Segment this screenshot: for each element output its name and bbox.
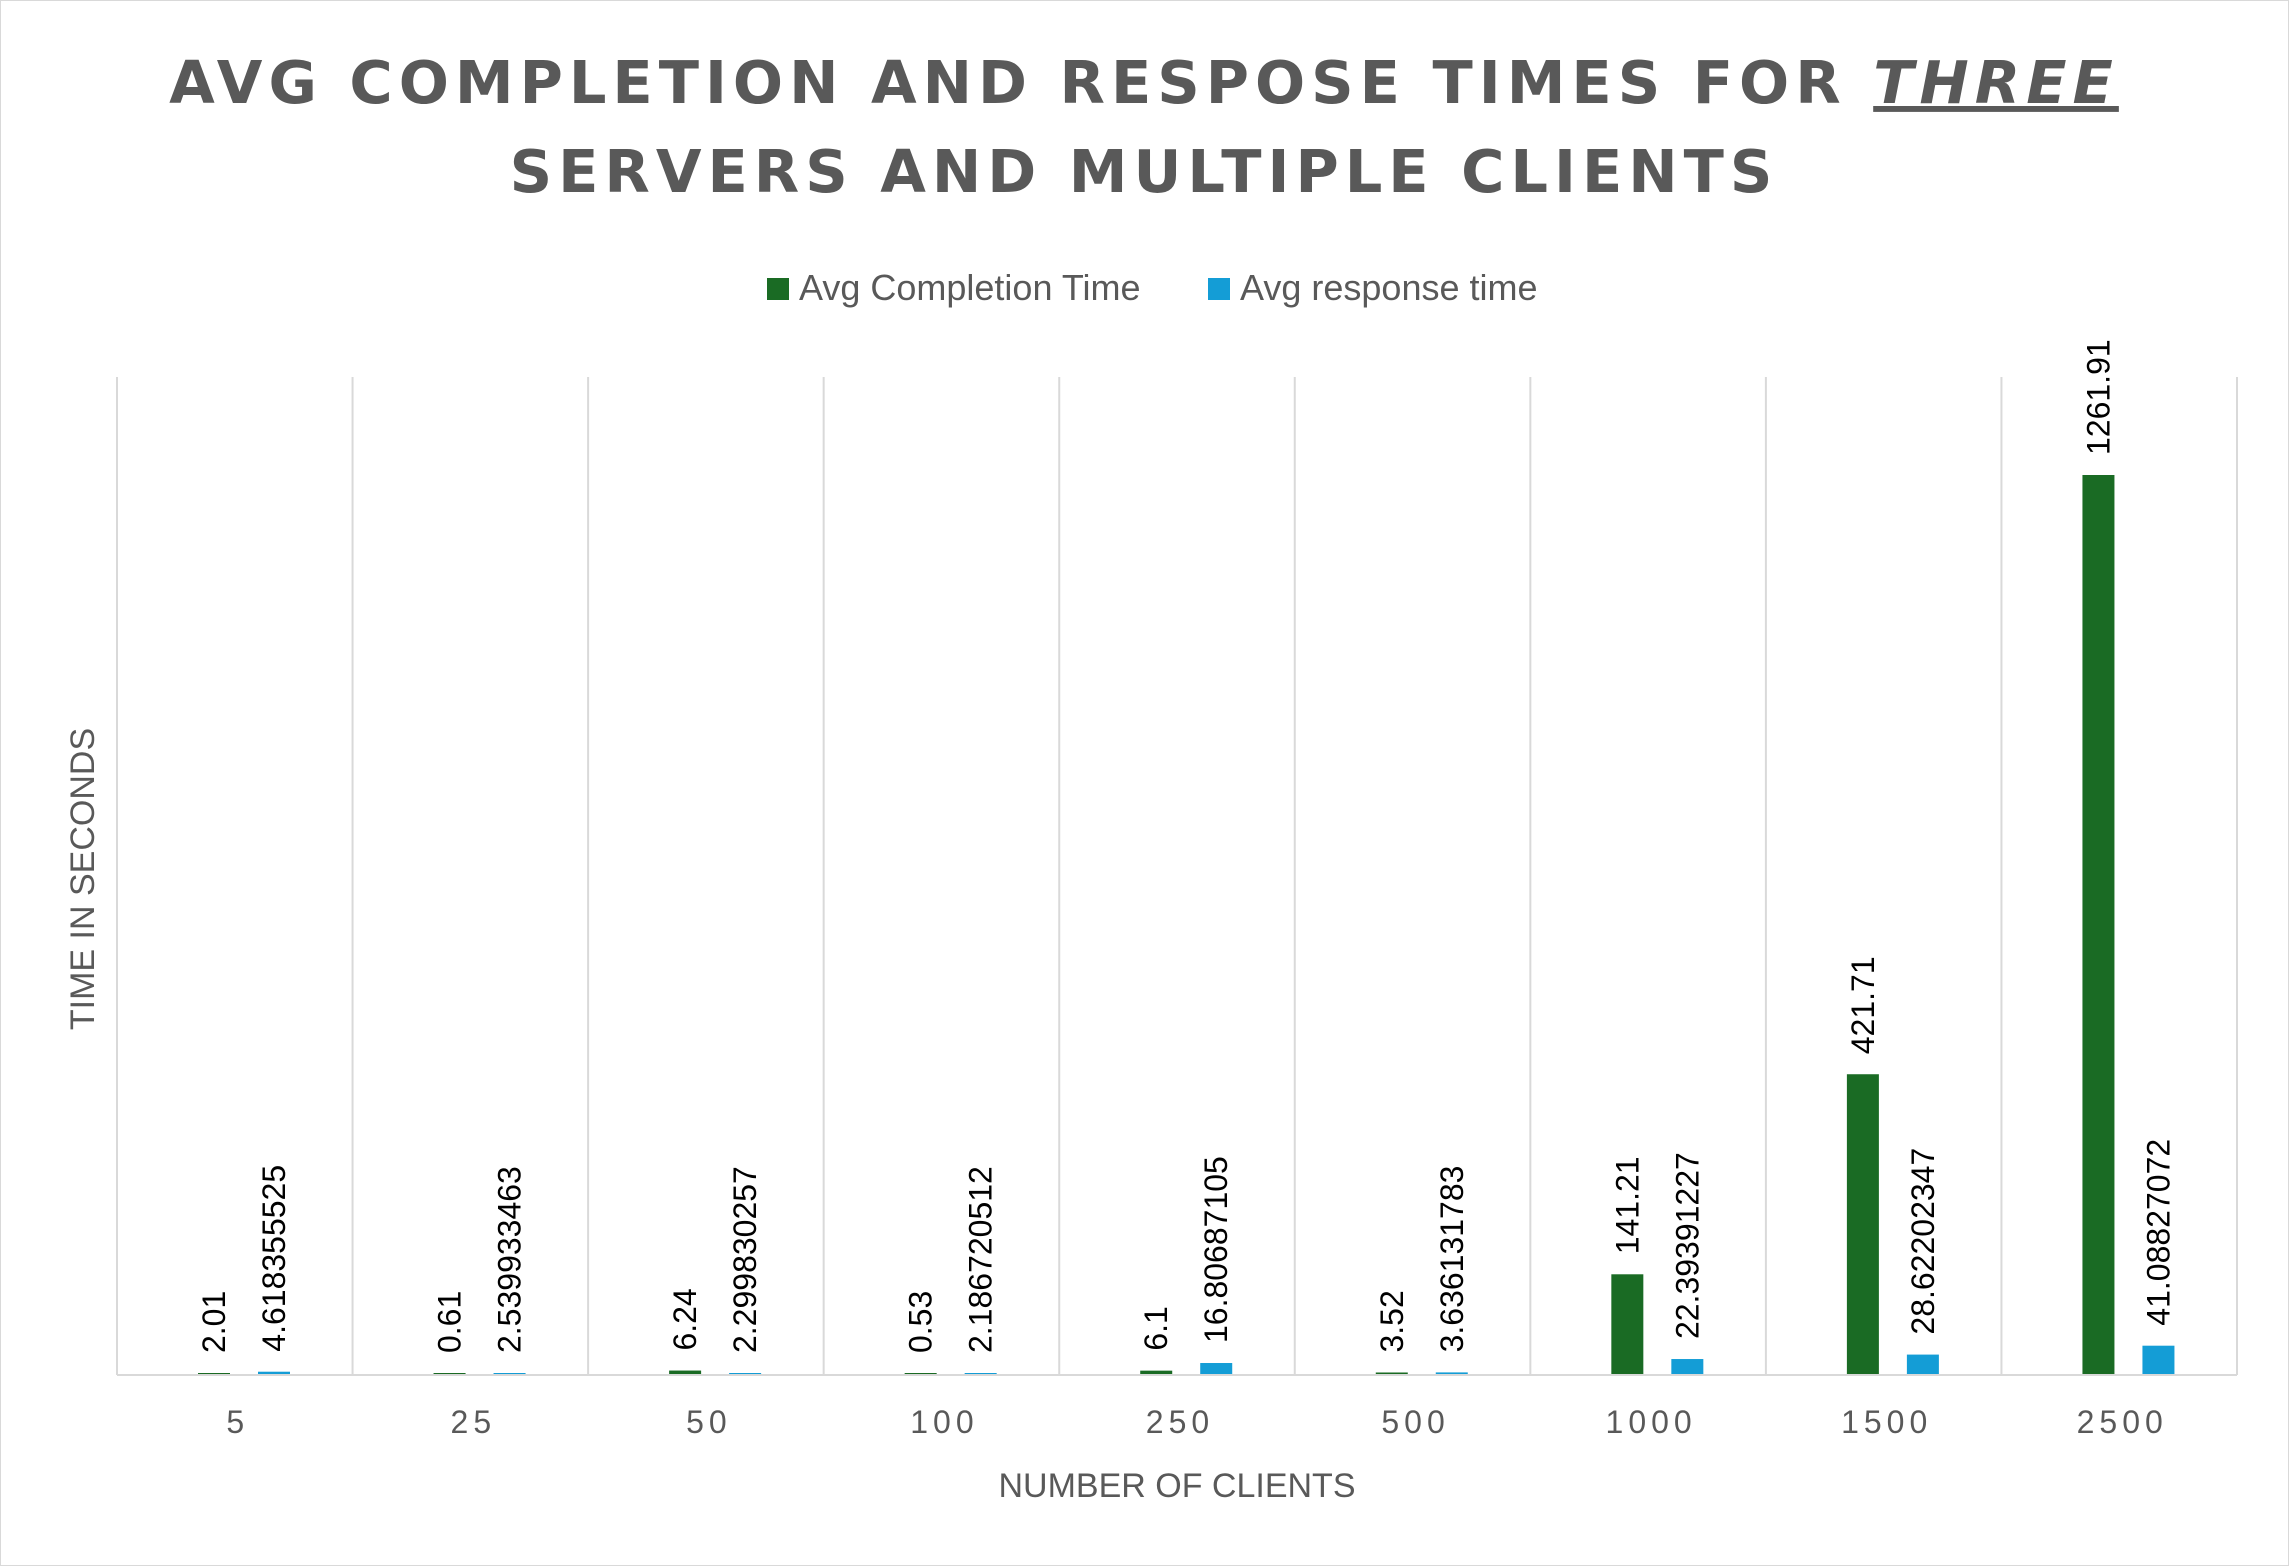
x-axis-title: NUMBER OF CLIENTS xyxy=(998,1467,1355,1505)
data-label: 41.08827072 xyxy=(2140,1139,2176,1326)
legend-swatch xyxy=(767,278,789,300)
chart-title: AVG COMPLETION AND RESPOSE TIMES FOR THR… xyxy=(169,48,2119,206)
chart-title-part-1: AVG COMPLETION AND RESPOSE TIMES FOR xyxy=(169,48,1873,117)
data-label: 16.80687105 xyxy=(1198,1156,1234,1343)
data-label: 22.39391227 xyxy=(1669,1152,1705,1339)
x-axis-ticks: 5 25 50 100 250 500 1000 1500 2500 xyxy=(226,1404,2168,1440)
data-label: 1261.91 xyxy=(2080,339,2116,455)
bar-avg-response-time xyxy=(2142,1345,2175,1375)
data-label: 6.1 xyxy=(1138,1306,1174,1350)
y-axis-title: TIME IN SECONDS xyxy=(64,728,102,1030)
x-tick-label: 500 xyxy=(1381,1404,1449,1440)
chart-title-emphasis: THREE xyxy=(1873,48,2119,117)
x-tick-label: 25 xyxy=(451,1404,497,1440)
data-label: 2.299830257 xyxy=(727,1166,763,1353)
bar-avg-completion-time xyxy=(1611,1274,1644,1375)
data-label: 28.62202347 xyxy=(1905,1148,1941,1335)
data-label: 421.71 xyxy=(1845,956,1881,1054)
data-label: 141.21 xyxy=(1609,1156,1645,1254)
legend-swatch xyxy=(1208,278,1230,300)
legend-label: Avg response time xyxy=(1240,267,1538,308)
chart-gridlines xyxy=(116,377,2238,1375)
bar-avg-completion-time xyxy=(1140,1370,1173,1375)
data-label: 2.186720512 xyxy=(963,1166,999,1353)
x-tick-label: 1500 xyxy=(1841,1404,1932,1440)
chart-legend: Avg Completion Time Avg response time xyxy=(767,267,1538,308)
data-label: 0.53 xyxy=(903,1291,939,1353)
data-label: 6.24 xyxy=(667,1288,703,1350)
bar-avg-completion-time xyxy=(1846,1074,1879,1375)
chart-data-labels: 2.01 0.61 6.24 0.53 6.1 3.52 141.21 421.71 1261.… xyxy=(196,339,2176,1353)
bar-avg-completion-time xyxy=(1375,1372,1408,1375)
bar-avg-response-time xyxy=(1200,1363,1233,1375)
chart-title-line-1: AVG COMPLETION AND RESPOSE TIMES FOR THR… xyxy=(169,48,2119,117)
x-tick-label: 5 xyxy=(226,1404,249,1440)
data-label: 0.61 xyxy=(432,1291,468,1353)
bar-avg-completion-time xyxy=(669,1370,702,1375)
data-label: 2.539933463 xyxy=(492,1166,528,1353)
chart-title-line-2: SERVERS AND MULTIPLE CLIENTS xyxy=(510,137,1779,206)
x-tick-label: 100 xyxy=(910,1404,978,1440)
data-label: 4.618355525 xyxy=(256,1165,292,1352)
data-label: 2.01 xyxy=(196,1291,232,1353)
bar-avg-response-time xyxy=(258,1371,290,1375)
data-label: 3.52 xyxy=(1374,1290,1410,1352)
legend-label: Avg Completion Time xyxy=(799,267,1141,308)
bar-avg-response-time xyxy=(1671,1359,1704,1375)
x-tick-label: 2500 xyxy=(2077,1404,2168,1440)
bar-avg-response-time xyxy=(1435,1372,1468,1375)
data-label: 3.636131783 xyxy=(1434,1166,1470,1353)
bar-avg-response-time xyxy=(1906,1354,1939,1375)
bar-avg-completion-time xyxy=(2082,475,2115,1375)
x-tick-label: 250 xyxy=(1146,1404,1214,1440)
x-tick-label: 50 xyxy=(686,1404,732,1440)
x-tick-label: 1000 xyxy=(1606,1404,1697,1440)
